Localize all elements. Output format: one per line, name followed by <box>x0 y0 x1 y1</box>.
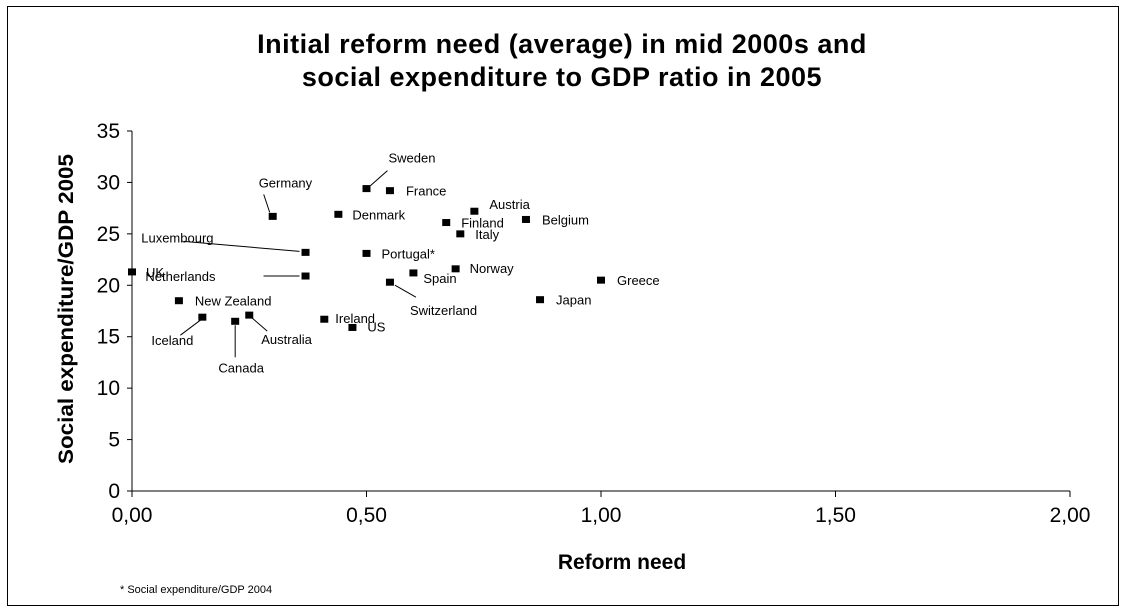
point-label-france: France <box>406 184 446 199</box>
data-point-denmark <box>334 210 343 218</box>
x-tick-label: 0,50 <box>346 504 387 527</box>
point-label-australia: Australia <box>261 332 312 347</box>
leader-line-luxembourg <box>183 240 300 252</box>
x-ticks: 0,00 0,50 1,00 1,50 2,00 <box>112 491 1091 527</box>
point-labels: UK New Zealand Iceland Canada Australia Germa… <box>141 151 659 376</box>
y-tick-label: 0 <box>108 480 120 503</box>
point-label-switzerland: Switzerland <box>410 303 477 318</box>
y-axis-label: Social expenditure/GDP 2005 <box>55 154 78 464</box>
point-label-us: US <box>367 319 385 334</box>
data-point-australia <box>245 311 254 319</box>
data-point-canada <box>231 317 240 325</box>
point-label-iceland: Iceland <box>151 333 193 348</box>
leader-line-sweden <box>370 170 388 186</box>
x-tick-label: 1,50 <box>815 504 856 527</box>
point-label-netherlands: Netherlands <box>145 269 216 284</box>
leader-lines <box>180 170 417 358</box>
point-label-finland: Finland <box>461 216 504 231</box>
data-point-ireland <box>320 315 329 323</box>
data-point-france <box>385 187 394 195</box>
y-tick-label: 5 <box>108 429 120 452</box>
y-ticks: 0 5 10 15 20 25 30 35 <box>97 120 132 503</box>
y-tick-label: 10 <box>97 377 120 400</box>
leader-line-germany <box>263 194 271 213</box>
data-points <box>128 185 605 331</box>
data-point-netherlands <box>301 272 310 280</box>
data-point-iceland <box>198 313 207 321</box>
y-tick-label: 35 <box>97 120 120 143</box>
data-point-us <box>348 323 357 331</box>
point-label-denmark: Denmark <box>352 207 405 222</box>
data-point-finland <box>442 219 451 227</box>
y-tick-label: 30 <box>97 171 120 194</box>
point-label-portugal: Portugal* <box>382 246 435 261</box>
data-point-italy <box>456 230 465 238</box>
point-label-ireland: Ireland <box>335 311 375 326</box>
point-label-new-zealand: New Zealand <box>195 294 272 309</box>
point-label-belgium: Belgium <box>542 212 589 227</box>
data-point-spain <box>409 269 418 277</box>
point-label-uk: UK <box>146 265 164 280</box>
chart-title-line-1: Initial reform need (average) in mid 200… <box>257 29 867 59</box>
data-point-greece <box>597 276 605 284</box>
chart-title: Initial reform need (average) in mid 200… <box>0 28 1124 94</box>
data-point-austria <box>470 207 479 215</box>
leader-line-switzerland <box>394 284 417 298</box>
data-point-new-zealand <box>174 297 183 305</box>
point-label-japan: Japan <box>556 293 591 308</box>
data-point-switzerland <box>385 278 394 286</box>
chart-title-line-2: social expenditure to GDP ratio in 2005 <box>301 62 823 92</box>
data-point-sweden <box>362 185 371 193</box>
y-tick-label: 15 <box>97 326 120 349</box>
x-tick-label: 0,00 <box>112 504 153 527</box>
leader-line-iceland <box>180 319 201 336</box>
point-label-sweden: Sweden <box>389 151 436 166</box>
data-point-portugal <box>362 249 371 257</box>
point-label-italy: Italy <box>475 227 499 242</box>
point-label-luxembourg: Luxembourg <box>141 230 213 245</box>
point-label-austria: Austria <box>489 197 530 212</box>
footnote: * Social expenditure/GDP 2004 <box>120 584 273 596</box>
data-point-japan <box>536 296 545 304</box>
leader-line-australia <box>251 317 268 332</box>
x-axis-label: Reform need <box>558 551 686 574</box>
data-point-luxembourg <box>301 248 310 256</box>
data-point-belgium <box>521 215 530 223</box>
data-point-norway <box>451 265 460 273</box>
point-label-norway: Norway <box>470 261 515 276</box>
x-tick-label: 1,00 <box>581 504 622 527</box>
x-tick-label: 2,00 <box>1050 504 1091 527</box>
point-label-germany: Germany <box>259 175 313 190</box>
point-label-canada: Canada <box>218 360 264 375</box>
data-point-germany <box>268 212 277 220</box>
point-label-spain: Spain <box>423 271 456 286</box>
y-tick-label: 20 <box>97 274 120 297</box>
y-tick-label: 25 <box>97 223 120 246</box>
point-label-greece: Greece <box>617 273 660 288</box>
data-point-uk <box>128 268 136 276</box>
